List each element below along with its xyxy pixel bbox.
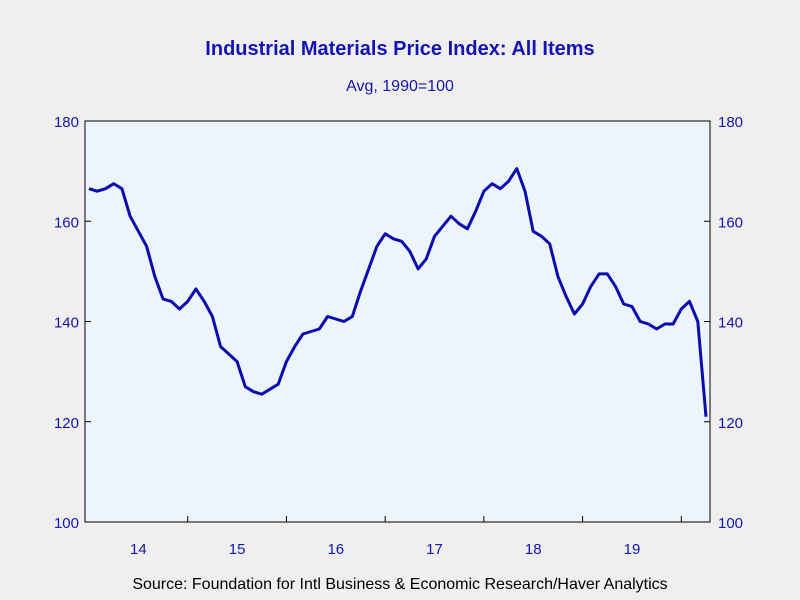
x-year-label: 14	[130, 541, 147, 558]
series-line	[88, 167, 708, 417]
left-y-tick-label: 140	[54, 315, 79, 332]
left-y-axis: 100 120 140 160 180	[54, 114, 91, 532]
x-year-label: 16	[327, 541, 344, 558]
right-y-tick-label: 140	[718, 315, 743, 332]
x-year-label: 19	[624, 541, 641, 558]
right-y-tick-label: 120	[718, 415, 743, 432]
chart-title: Industrial Materials Price Index: All It…	[205, 38, 595, 60]
right-y-tick-label: 180	[718, 114, 743, 131]
x-year-label: 15	[229, 541, 246, 558]
left-y-tick-label: 180	[54, 114, 79, 131]
x-year-label: 18	[525, 541, 542, 558]
source-note: Source: Foundation for Intl Business & E…	[132, 576, 668, 593]
left-y-tick-label: 100	[54, 515, 79, 532]
right-y-tick-label: 160	[718, 214, 743, 231]
x-year-label: 17	[426, 541, 443, 558]
left-y-tick-label: 160	[54, 214, 79, 231]
x-axis: 14 15 16 17 18 19	[130, 516, 682, 558]
right-y-axis: 100 120 140 160 180	[704, 114, 743, 532]
right-y-tick-label: 100	[718, 515, 743, 532]
left-y-tick-label: 120	[54, 415, 79, 432]
plot-area	[84, 120, 711, 523]
chart-subtitle: Avg, 1990=100	[346, 78, 454, 95]
